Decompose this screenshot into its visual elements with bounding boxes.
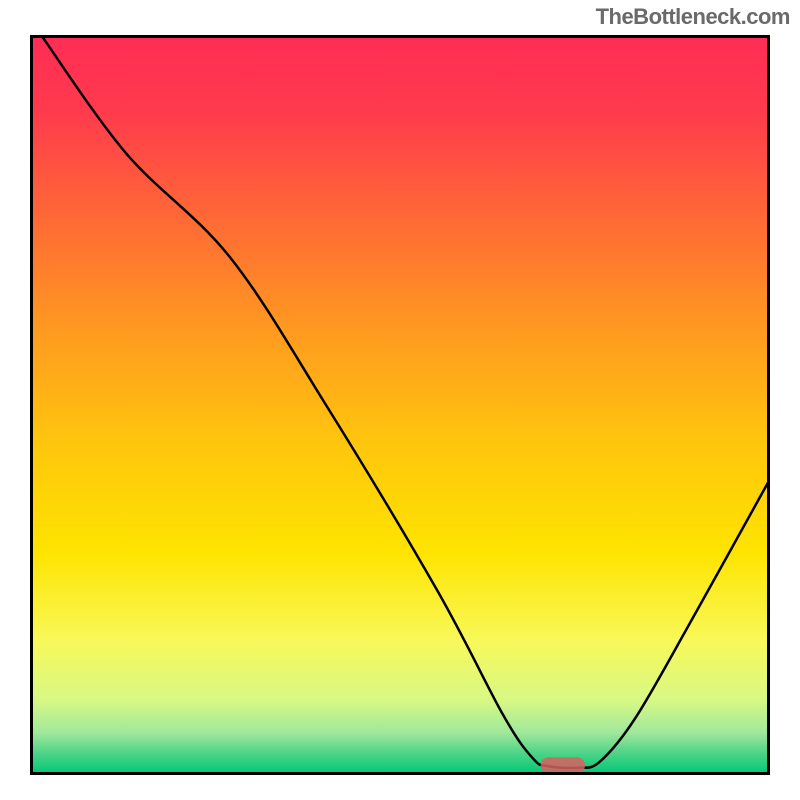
bottleneck-chart <box>30 35 770 775</box>
chart-svg <box>30 35 770 775</box>
watermark-text: TheBottleneck.com <box>596 4 790 30</box>
chart-container: TheBottleneck.com <box>0 0 800 800</box>
